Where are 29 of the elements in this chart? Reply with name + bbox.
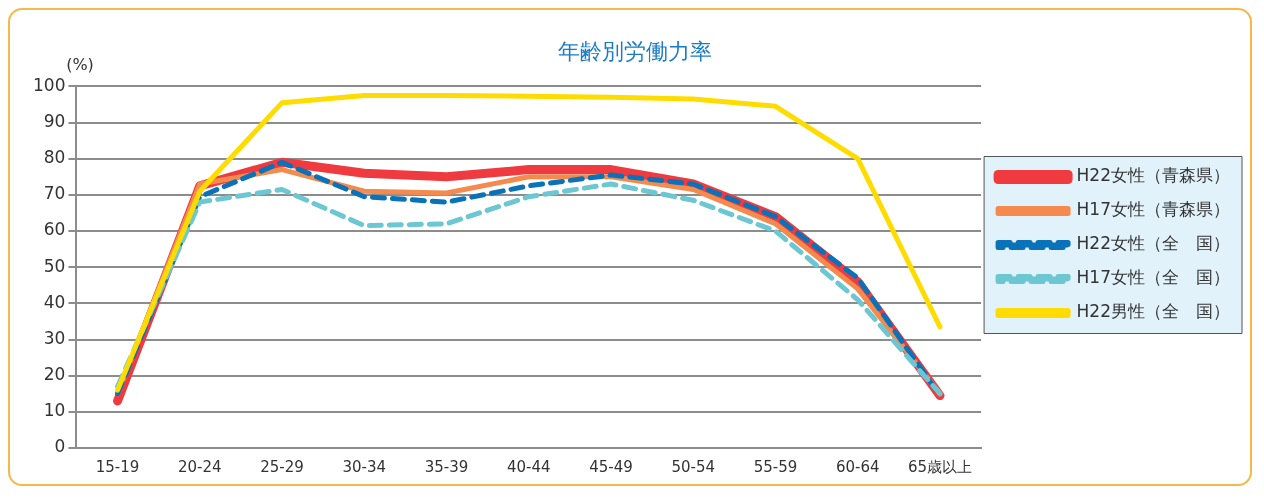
x-tick-label: 25-29	[260, 457, 304, 476]
chart-title: 年齢別労働力率	[558, 38, 712, 64]
y-tick-label: 100	[32, 74, 66, 95]
x-tick-label: 20-24	[178, 457, 222, 476]
x-tick-label: 40-44	[506, 457, 551, 476]
x-tick-label: 65歳以上	[907, 457, 973, 476]
legend-label: H22男性（全 国）	[1076, 301, 1231, 322]
y-tick-label: 70	[43, 183, 66, 204]
legend-label: H22女性（全 国）	[1076, 233, 1231, 254]
y-tick-label: 10	[43, 400, 66, 421]
y-tick-label: 20	[43, 364, 66, 385]
y-axis-title: (%)	[66, 55, 94, 74]
y-tick-label: 60	[43, 219, 66, 240]
y-tick-label: 80	[43, 147, 66, 168]
y-tick-label: 90	[43, 110, 66, 131]
x-tick-label: 60-64	[835, 457, 880, 476]
x-tick-label: 30-34	[342, 457, 387, 476]
legend-label: H17女性（青森県）	[1076, 199, 1231, 220]
x-tick-label: 50-54	[671, 457, 716, 476]
y-tick-label: 0	[54, 436, 66, 457]
x-tick-label: 35-39	[424, 457, 469, 476]
x-tick-label: 55-59	[753, 457, 798, 476]
y-tick-label: 40	[43, 291, 66, 312]
y-tick-label: 30	[43, 327, 66, 348]
x-tick-label: 45-49	[589, 457, 633, 476]
y-tick-label: 50	[43, 255, 66, 276]
legend-label: H22女性（青森県）	[1076, 165, 1231, 186]
x-tick-label: 15-19	[95, 457, 140, 476]
legend-label: H17女性（全 国）	[1076, 267, 1231, 288]
